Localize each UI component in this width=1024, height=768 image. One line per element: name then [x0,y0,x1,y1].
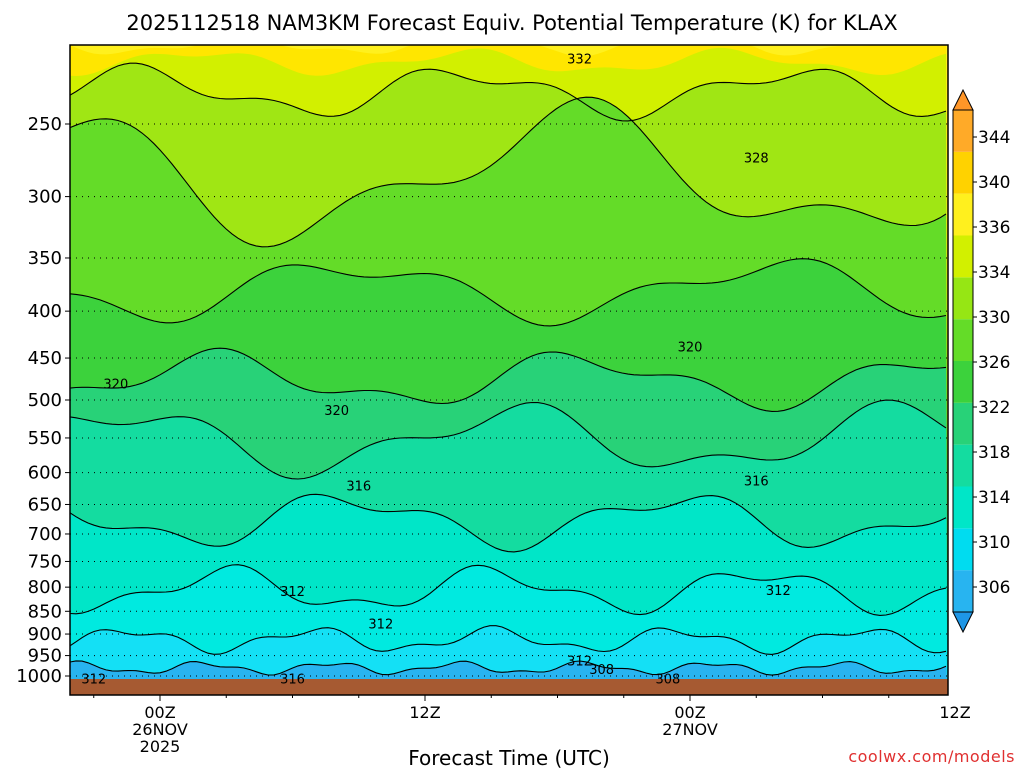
colorbar-segment [953,486,973,529]
y-tick-label: 950 [28,646,62,667]
colorbar-segment [953,235,973,278]
colorbar-legend: 306 310 314 318 322 326 330 334 336 340 344 [952,88,1010,634]
plot-area [70,45,948,695]
colorbar-arrow-high [952,88,974,111]
colorbar-segment [953,110,973,152]
contour-label: 320 [324,404,349,419]
y-tick-label: 700 [28,524,62,545]
x-tick-label: 2025 [140,737,181,756]
contour-value-labels: 332 328 320 320 320 316 316 312 312 312 312 312 316 3… [81,52,790,687]
colorbar-label: 314 [978,488,1010,508]
filled-contour-bands [70,45,948,695]
x-tick-label: 26NOV [132,720,188,739]
contour-line [70,96,947,248]
colorbar-label: 330 [978,308,1010,328]
colorbar-segment [953,444,973,487]
contour-label: 320 [103,378,128,393]
contour-line [70,625,947,655]
x-tick-label: 12Z [409,703,440,722]
colorbar-segment [953,319,973,361]
y-tick-label: 300 [28,187,62,208]
colorbar-label: 310 [978,533,1010,553]
pressure-axis: 2503003504004505005506006507007508008509… [16,114,70,687]
x-tick-label: 00Z [674,703,705,722]
x-tick-label: 00Z [144,703,175,722]
y-tick-label: 900 [28,624,62,645]
colorbar-segment [953,193,973,236]
x-tick-label: 12Z [939,703,970,722]
colorbar-label: 322 [978,398,1010,418]
colorbar-label: 336 [978,218,1010,238]
plot-frame [69,44,949,696]
contour-label: 312 [81,672,106,687]
contour-line [70,660,947,676]
y-tick-label: 800 [28,577,62,598]
colorbar-segment [953,277,973,320]
contour-label: 320 [678,340,703,355]
contour-label: 312 [567,655,592,670]
colorbar-label: 326 [978,353,1010,373]
contour-label: 328 [744,152,769,167]
y-tick-label: 450 [28,348,62,369]
contour-label: 316 [744,474,769,489]
y-tick-label: 600 [28,463,62,484]
colorbar-label: 306 [978,578,1010,598]
colorbar-segment [953,402,973,445]
time-axis: 00Z26NOV202512Z00Z27NOV12Z00Z28NOV [93,695,971,756]
y-tick-label: 500 [28,390,62,411]
ground-terrain [70,679,948,695]
y-tick-label: 350 [28,248,62,269]
colorbar-label: 318 [978,443,1010,463]
contour-lines [70,62,947,676]
colorbar-segment [953,528,973,571]
x-tick-label: 27NOV [662,720,718,739]
contour-label: 308 [656,672,681,687]
y-tick-label: 850 [28,601,62,622]
contour-label: 332 [567,52,592,67]
x-axis-label: Forecast Time (UTC) [408,746,610,768]
y-tick-label: 550 [28,428,62,449]
colorbar-segment [953,570,973,612]
colorbar-segment [953,361,973,403]
contour-line [70,399,947,480]
colorbar-label: 340 [978,173,1010,193]
chart-title: 2025112518 NAM3KM Forecast Equiv. Potent… [126,11,897,35]
contour-label: 312 [280,585,305,600]
contour-label: 308 [589,663,614,678]
colorbar-arrow-low [952,611,974,634]
contour-line [70,62,947,122]
colorbar-label: 344 [978,128,1010,148]
pressure-gridlines [70,123,948,677]
colorbar-segment [953,151,973,194]
contour-label: 316 [280,672,305,687]
contour-line [70,564,947,616]
y-tick-label: 650 [28,494,62,515]
contour-label: 316 [346,480,371,495]
contour-line [70,493,947,553]
contour-label: 312 [766,584,791,599]
y-tick-label: 400 [28,301,62,322]
colorbar-frame [952,109,974,613]
y-tick-label: 1000 [16,666,62,687]
y-tick-label: 750 [28,551,62,572]
contour-label: 312 [368,618,393,633]
colorbar-label: 334 [978,263,1010,283]
y-tick-label: 250 [28,114,62,135]
contour-line [70,347,947,412]
credit-link[interactable]: coolwx.com/models [848,747,1015,766]
